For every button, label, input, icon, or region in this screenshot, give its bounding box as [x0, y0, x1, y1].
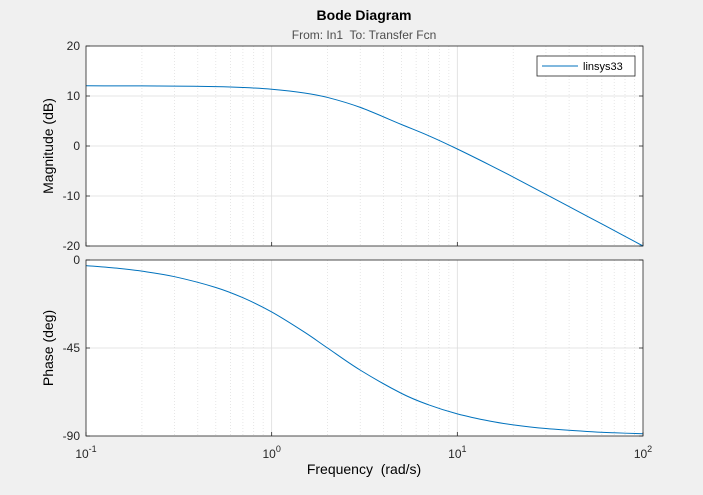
- magnitude-series-line: [85, 85, 644, 247]
- chart-subtitle: From: In1 To: Transfer Fcn: [292, 28, 437, 42]
- x-tick-label: 10-1: [75, 444, 96, 461]
- x-tick-label: 100: [262, 444, 280, 461]
- phase-axes-box: [85, 259, 644, 437]
- phase-panel: 0 -45 -90 Phase (deg): [40, 253, 644, 443]
- phase-y-tick-label: -90: [63, 429, 81, 443]
- x-axis-label: Frequency (rad/s): [307, 461, 421, 477]
- magnitude-y-tick-label: -20: [63, 239, 81, 253]
- phase-series-line: [85, 265, 644, 435]
- chart-title: Bode Diagram: [317, 7, 412, 23]
- magnitude-y-label: Magnitude (dB): [40, 98, 56, 194]
- magnitude-panel: 20 10 0 -10 -20 linsys33 Magnitude (dB): [40, 39, 644, 253]
- magnitude-y-tick-label: -10: [63, 189, 81, 203]
- legend[interactable]: linsys33: [536, 55, 636, 77]
- x-tick-label: 101: [448, 444, 466, 461]
- x-tick-labels: 10-1 100 101 102: [75, 444, 652, 461]
- magnitude-axes-box: [85, 45, 644, 247]
- legend-entry-label: linsys33: [583, 61, 623, 73]
- phase-y-tick-label: 0: [73, 253, 80, 267]
- magnitude-y-ticks: 20 10 0 -10 -20: [63, 39, 644, 253]
- magnitude-y-tick-label: 20: [67, 39, 81, 53]
- magnitude-y-tick-label: 0: [73, 139, 80, 153]
- phase-y-label: Phase (deg): [40, 310, 56, 386]
- magnitude-y-tick-label: 10: [67, 89, 81, 103]
- legend-box: [536, 55, 636, 77]
- x-tick-label: 102: [634, 444, 652, 461]
- phase-y-tick-label: -45: [63, 341, 81, 355]
